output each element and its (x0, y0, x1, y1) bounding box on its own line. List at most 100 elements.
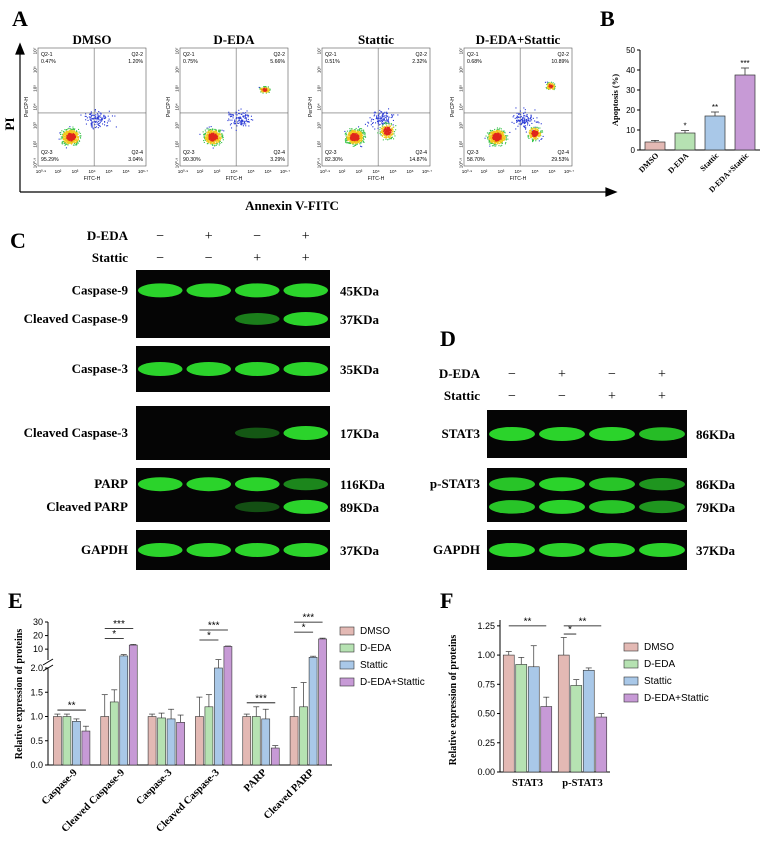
flow-y-axis-label: PerCP-H (166, 97, 172, 117)
flow-dot (537, 138, 539, 140)
panel-label-a: A (12, 6, 28, 31)
flow-dot (524, 109, 526, 111)
flow-dot (381, 135, 383, 137)
flow-dot (500, 142, 502, 144)
flow-dot (269, 89, 271, 91)
flow-dot (530, 120, 532, 122)
flow-dot (359, 131, 361, 133)
flow-dot (364, 134, 366, 136)
flow-dot (530, 127, 532, 129)
flow-dot (348, 138, 350, 140)
flow-dot (345, 139, 347, 141)
flow-dot (395, 129, 397, 131)
flow-dot (532, 140, 534, 142)
flow-dot (219, 132, 221, 134)
flow-dot (497, 142, 499, 144)
flow-dot (207, 135, 209, 137)
flow-y-tick: 10³ (175, 122, 180, 129)
flow-dot (65, 133, 67, 135)
flow-dot (529, 135, 531, 137)
flow-dot (388, 136, 390, 138)
flow-dot (503, 131, 505, 133)
flow-dot (216, 132, 218, 134)
flow-dot (493, 130, 495, 132)
flow-dot (261, 88, 263, 90)
flow-dot (552, 83, 554, 85)
flow-dot (241, 124, 243, 126)
flow-dot (212, 128, 214, 130)
blot-band (137, 477, 183, 492)
flow-dot (486, 132, 488, 134)
flow-dot (516, 121, 518, 123)
flow-dot (384, 129, 386, 131)
flow-dot (533, 130, 535, 132)
flow-dot (549, 85, 551, 87)
flow-quadrant-name: Q2-2 (415, 52, 427, 58)
flow-dot (528, 131, 530, 133)
flow-dot (357, 133, 359, 135)
flow-dot (388, 132, 390, 134)
flow-dot (553, 88, 555, 90)
flow-dot (535, 131, 537, 133)
flow-dot (218, 130, 220, 132)
flow-dot (536, 131, 538, 133)
flow-dot (349, 135, 351, 137)
flow-dot (490, 133, 492, 135)
blot-protein-label: Cleaved Caspase-3 (24, 425, 129, 440)
flow-quadrant-percent: 3.29% (270, 157, 285, 163)
flow-dot (530, 134, 532, 136)
flow-y-tick: 10⁶ (317, 66, 322, 73)
flow-dot (95, 114, 97, 116)
flow-dot (386, 124, 388, 126)
flow-dot (207, 138, 209, 140)
flow-dot (502, 138, 504, 140)
flow-dot (211, 135, 213, 137)
flow-dot (554, 87, 556, 89)
flow-dot (361, 134, 363, 136)
flow-dot (523, 121, 525, 123)
flow-dot (212, 129, 214, 131)
flow-dot (386, 131, 388, 133)
flow-dot (381, 125, 383, 127)
flow-dot (514, 117, 516, 119)
flow-dot (97, 116, 99, 118)
flow-dot (72, 141, 74, 143)
flow-dot (385, 121, 387, 123)
flow-dot (383, 133, 385, 135)
band-size-label: 86KDa (696, 477, 736, 492)
flow-x-tick: 10⁰·⁹ (320, 169, 330, 174)
flow-dot (502, 132, 504, 134)
flow-dot (64, 129, 66, 131)
flow-dot (495, 145, 497, 147)
flow-dot (356, 136, 358, 138)
bar (53, 716, 62, 766)
flow-dot (67, 138, 69, 140)
flow-dot (231, 114, 233, 116)
flow-dot (499, 137, 501, 139)
flow-dot (528, 134, 530, 136)
flow-dot (95, 118, 97, 120)
flow-dot (215, 135, 217, 137)
flow-dot (267, 88, 269, 90)
flow-dot (523, 112, 525, 114)
flow-dot (363, 129, 365, 131)
bar (557, 654, 570, 773)
flow-dot (98, 116, 100, 118)
flow-quadrant-percent: 82.30% (325, 157, 343, 163)
flow-dot (97, 124, 99, 126)
flow-dot (494, 136, 496, 138)
flow-dot (379, 129, 381, 131)
flow-dot (218, 144, 220, 146)
flow-dot (388, 133, 390, 135)
flow-dot (385, 132, 387, 134)
flow-quadrant-name: Q2-2 (273, 52, 285, 58)
flow-dot (374, 128, 376, 130)
significance-mark: * (112, 629, 116, 640)
flow-dot (495, 144, 497, 146)
flow-dot (504, 132, 506, 134)
flow-dot (357, 135, 359, 137)
flow-dot (367, 121, 369, 123)
flow-y-axis-label: PerCP-H (308, 97, 314, 117)
